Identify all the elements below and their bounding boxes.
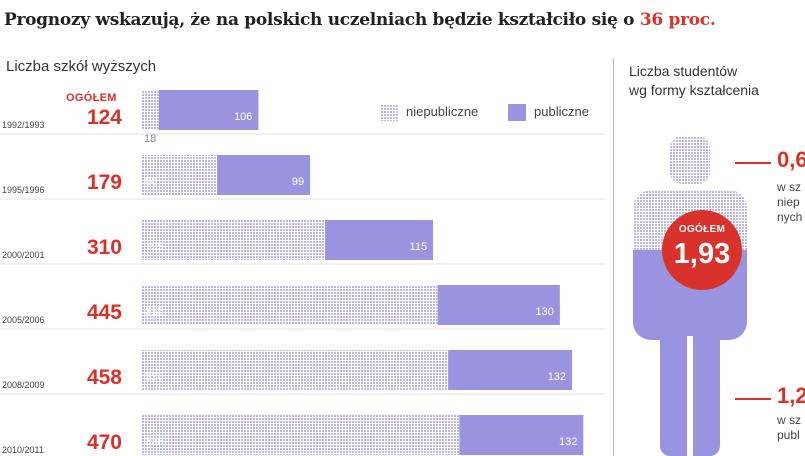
data-label-niepubliczne: 338 [145, 436, 163, 448]
data-label-niepubliczne: 80 [145, 176, 157, 188]
category-label: 2005/2006 [2, 315, 45, 325]
callout-publiczne-desc: w sz publ [777, 413, 801, 443]
bar-niepubliczne [142, 220, 326, 260]
data-label-publiczne: 130 [535, 306, 553, 318]
data-label-publiczne: 106 [234, 111, 252, 123]
callout-publiczne-value: 1,2 [777, 383, 805, 408]
bar-niepubliczne [142, 90, 159, 130]
legend-label-niepubliczne: niepubliczne [406, 104, 479, 119]
total-label: 124 [87, 106, 122, 129]
bar-publiczne [459, 415, 584, 455]
students-title-line2: wg formy kształcenia [629, 82, 759, 98]
category-label: 2000/2001 [2, 250, 45, 260]
bar-publiczne [217, 155, 311, 195]
callout-publiczne-desc-line: publ [777, 428, 800, 442]
bar-niepubliczne [142, 285, 438, 325]
legend-item-publiczne: publiczne [508, 104, 589, 122]
total-label: 458 [87, 366, 122, 389]
callout-niepubliczne-desc: w sz niep nych [777, 180, 802, 225]
headline: Prognozy wskazują, że na polskich uczeln… [4, 10, 805, 34]
callout-niepubliczne-value: 0,6 [777, 147, 805, 172]
category-label: 2008/2009 [2, 380, 45, 390]
data-label-publiczne: 132 [559, 436, 577, 448]
person-figure [633, 136, 747, 456]
bar-niepubliczne [142, 415, 460, 455]
bar-publiczne [448, 350, 573, 390]
category-label: 2010/2011 [2, 445, 44, 455]
callout-publiczne-tick [735, 398, 771, 400]
category-label: 1992/1993 [2, 120, 45, 130]
panel-separator [613, 58, 614, 456]
legend-label-publiczne: publiczne [534, 104, 589, 119]
students-total-badge: OGÓŁEM 1,93 [662, 210, 742, 290]
legend-item-niepubliczne: niepubliczne [380, 104, 479, 122]
headline-accent: 36 proc. [639, 10, 716, 30]
data-label-publiczne: 99 [292, 176, 304, 188]
callout-niepubliczne-tick [735, 162, 771, 164]
total-label: 310 [87, 236, 122, 259]
callout-niepubliczne-desc-line: niep [777, 195, 800, 209]
legend-swatch-publiczne [508, 104, 526, 122]
callout-publiczne-desc-line: w sz [777, 413, 801, 427]
callout-niepubliczne-desc-line: w sz [777, 180, 801, 194]
chart-title: Liczba szkół wyższych [6, 58, 157, 75]
callout-niepubliczne-desc-line: nych [777, 210, 803, 224]
category-label: 1995/1996 [2, 185, 45, 195]
bar-publiczne [437, 285, 560, 325]
headline-text: Prognozy wskazują, że na polskich uczeln… [4, 10, 640, 30]
data-label-publiczne: 132 [548, 371, 566, 383]
bar-niepubliczne [142, 155, 218, 195]
data-label-niepubliczne: 326 [145, 371, 163, 383]
total-label: 445 [87, 301, 122, 324]
students-total-label: OGÓŁEM [678, 224, 726, 235]
total-column-label: OGÓŁEM [66, 92, 117, 104]
students-title-line1: Liczba studentów [629, 63, 738, 79]
data-label-niepubliczne: 315 [145, 306, 163, 318]
total-label: 470 [87, 431, 122, 454]
bar-publiczne [325, 220, 434, 260]
total-label: 179 [87, 171, 122, 194]
legend-swatch-niepubliczne [380, 104, 398, 122]
stacked-bar-chart: 1992/1993 124 18 106 1995/1996 179 80 99 2000/20… [0, 90, 605, 455]
students-title: Liczba studentów wg formy kształcenia [629, 62, 759, 100]
bar-niepubliczne [142, 350, 449, 390]
data-label-publiczne: 115 [410, 241, 428, 253]
students-total-value: 1,93 [673, 238, 731, 270]
data-label-niepubliczne: 195 [145, 241, 163, 253]
data-label-niepubliczne: 18 [144, 133, 156, 145]
bar-publiczne [158, 90, 259, 130]
